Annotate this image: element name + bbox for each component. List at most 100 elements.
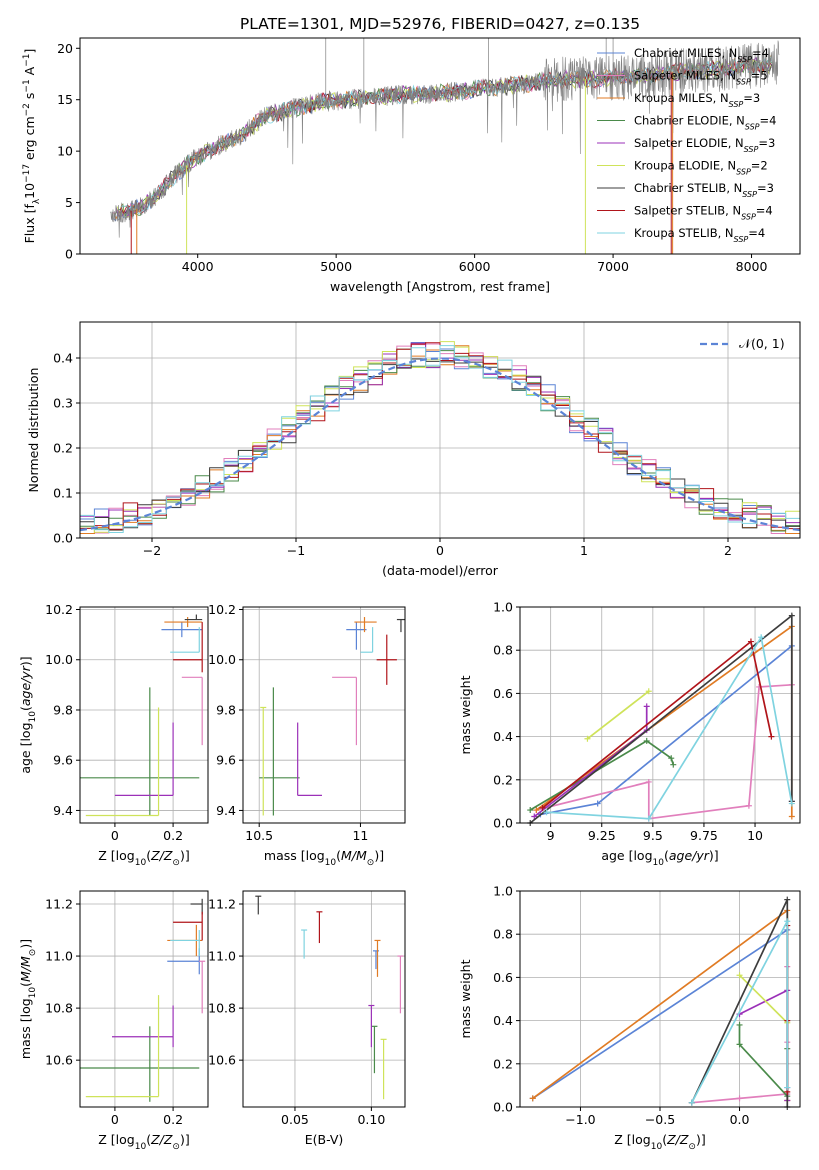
y-tick-label: 11.0 xyxy=(208,949,236,964)
mass-vs-EBV-panel: 0.05 0.10 10.6 10.8 11.0 11.2 E(B-V) xyxy=(208,890,406,1147)
axes-frame xyxy=(519,606,801,824)
weight-marker xyxy=(527,807,534,814)
y-tick-label: 0.2 xyxy=(493,772,513,787)
y-tick-label: 20 xyxy=(57,41,73,56)
y-tick-label: 0.4 xyxy=(493,1013,513,1028)
x-tick-label: 0.05 xyxy=(281,1112,309,1127)
weight-line xyxy=(540,644,793,816)
x-tick-label: 9.75 xyxy=(690,828,718,843)
x-tick-label: 10.5 xyxy=(245,828,273,843)
x-tick-label: 7000 xyxy=(597,259,629,274)
weight-marker xyxy=(788,813,795,820)
y-tick-label: 1.0 xyxy=(493,884,513,899)
x-tick-label: −2 xyxy=(143,543,161,558)
y-tick-label: 9.4 xyxy=(53,803,73,818)
weight-line xyxy=(546,634,793,820)
weight-marker xyxy=(736,972,743,979)
x-tick-label: 0.2 xyxy=(163,828,183,843)
y-tick-label: 0.6 xyxy=(493,686,513,701)
y-tick-label: 0.3 xyxy=(53,396,73,411)
y-tick-label: 10 xyxy=(57,144,73,159)
weight-marker xyxy=(529,1095,536,1102)
mass-vs-Z-panel: 0 0.2 10.6 10.8 11.0 11.2 Z [log10(Z/Z⊙)] mass … xyxy=(18,890,209,1152)
residuals-panel: −2 −1 0 1 2 0.0 0.1 0.2 0.3 0.4 (data-model)/error… xyxy=(26,321,801,578)
x-tick-label: 0.0 xyxy=(730,1112,750,1127)
x-tick-label: 6000 xyxy=(459,259,491,274)
x-tick-label: 0.10 xyxy=(357,1112,385,1127)
weight-marker xyxy=(747,638,754,645)
age-vs-mass-panel: 10.5 11 9.4 9.6 9.8 10.0 10.2 mass [log10(M/M⊙)… xyxy=(208,602,406,868)
weight-line xyxy=(536,683,792,820)
y-tick-label: 11.2 xyxy=(45,897,73,912)
legend-label: 𝒩(0, 1) xyxy=(739,336,785,351)
x-tick-label: 0.2 xyxy=(163,1112,183,1127)
x-tick-label: 0 xyxy=(111,1112,119,1127)
y-tick-label: 0.8 xyxy=(493,643,513,658)
y-tick-label: 1.0 xyxy=(493,600,513,615)
y-tick-label: 9.4 xyxy=(216,803,236,818)
weight-marker xyxy=(594,800,601,807)
weight-line xyxy=(739,989,789,1101)
x-tick-label: −0.5 xyxy=(645,1112,675,1127)
x-axis-label: E(B-V) xyxy=(305,1132,344,1147)
x-axis-label: wavelength [Angstrom, rest frame] xyxy=(330,279,550,294)
x-tick-label: 8000 xyxy=(736,259,768,274)
weight-line xyxy=(738,1024,789,1099)
histograms xyxy=(80,341,800,534)
x-axis-label: (data-model)/error xyxy=(382,563,499,578)
y-tick-label: 11.2 xyxy=(208,897,236,912)
legend-label: Chabrier MILES, NSSP=4 xyxy=(634,46,769,64)
y-tick-label: 0.2 xyxy=(493,1056,513,1071)
legend-label: Salpeter STELIB, NSSP=4 xyxy=(634,204,773,222)
weight-series xyxy=(529,896,791,1110)
weight-marker xyxy=(645,778,652,785)
weight-marker xyxy=(668,755,675,762)
legend-label: Salpeter MILES, NSSP=5 xyxy=(634,69,768,87)
weight-marker xyxy=(688,1099,695,1106)
figure-title: PLATE=1301, MJD=52976, FIBERID=0427, z=0… xyxy=(240,15,640,33)
x-tick-label: 1 xyxy=(580,543,588,558)
y-tick-label: 0.6 xyxy=(493,970,513,985)
x-axis-label: age [log10(age/yr)] xyxy=(601,848,718,868)
legend-label: Kroupa STELIB, NSSP=4 xyxy=(634,226,765,244)
y-axis-label: mass weight xyxy=(458,959,473,1038)
weight-marker xyxy=(784,1084,791,1091)
weight-marker xyxy=(531,813,538,820)
errorbars xyxy=(80,898,206,1102)
normal-reference-curve xyxy=(80,357,800,532)
x-tick-label: 9 xyxy=(547,828,555,843)
weight-marker xyxy=(643,703,650,710)
data-spectrum xyxy=(110,40,780,238)
spectrum-lines xyxy=(110,38,780,254)
x-tick-label: 4000 xyxy=(182,259,214,274)
x-axis-label: Z [log10(Z/Z⊙)] xyxy=(614,1132,705,1152)
weight-marker xyxy=(736,1095,743,1102)
weight-marker xyxy=(643,737,650,744)
axes-frame xyxy=(242,606,406,824)
y-tick-label: 11.0 xyxy=(45,949,73,964)
weight-marker xyxy=(736,1021,743,1028)
x-tick-label: 9.25 xyxy=(588,828,616,843)
weight-marker xyxy=(745,802,752,809)
weight-marker xyxy=(533,807,540,814)
weight-marker xyxy=(788,612,795,619)
weight-marker xyxy=(645,815,652,822)
weight-marker xyxy=(736,1041,743,1048)
y-tick-label: 9.6 xyxy=(216,753,236,768)
spectrum-panel: 4000 5000 6000 7000 8000 0 5 10 15 20 wavelength [… xyxy=(22,37,801,294)
y-tick-label: 0.4 xyxy=(53,351,73,366)
y-tick-label: 10.0 xyxy=(45,652,73,667)
y-axis-label: age [log10(age/yr)] xyxy=(18,656,38,773)
legend-label: Chabrier ELODIE, NSSP=4 xyxy=(634,114,776,132)
x-tick-label: 0 xyxy=(111,828,119,843)
y-tick-label: 5 xyxy=(65,195,73,210)
y-tick-label: 0.0 xyxy=(53,531,73,546)
weight-marker xyxy=(670,761,677,768)
age-vs-Z-panel: 0 0.2 9.4 9.6 9.8 10.0 10.2 Z [log10(Z/Z⊙)] age … xyxy=(18,602,209,868)
legend-label: Kroupa ELODIE, NSSP=2 xyxy=(634,159,768,177)
weight-marker xyxy=(584,735,591,742)
y-tick-label: 0.0 xyxy=(493,816,513,831)
axes-frame xyxy=(79,890,209,1108)
y-axis-label: Normed distribution xyxy=(26,368,41,493)
